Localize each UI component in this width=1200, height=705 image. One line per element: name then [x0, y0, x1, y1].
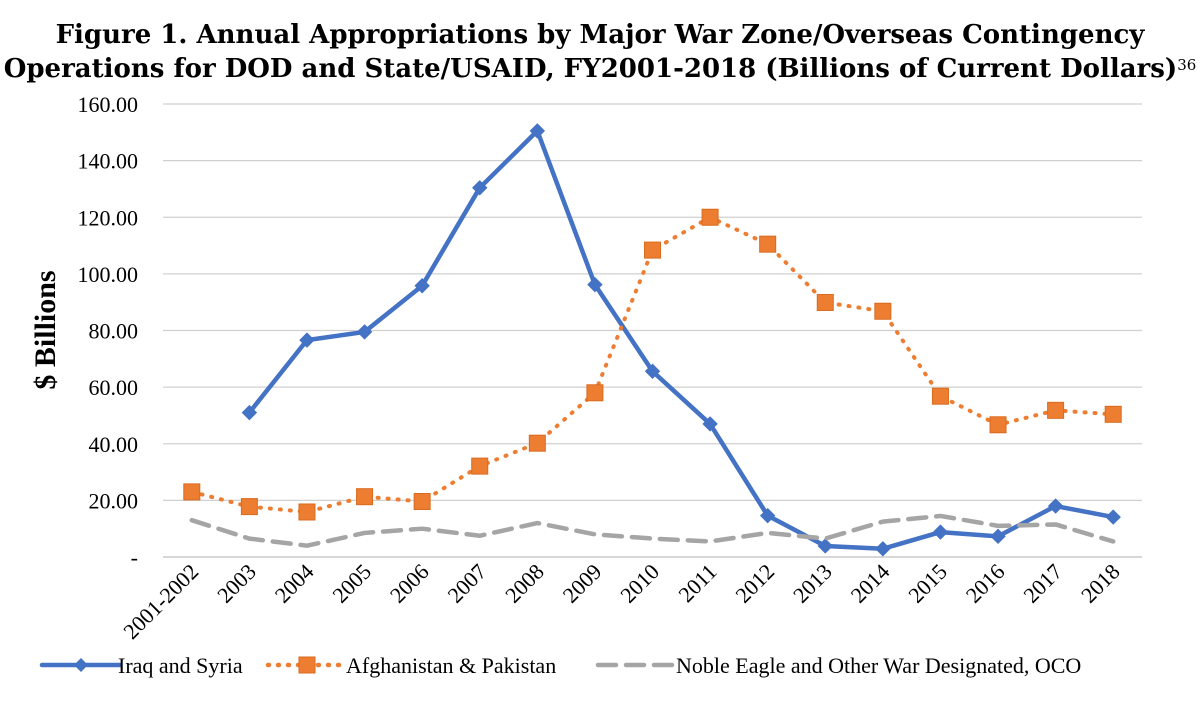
data-point-marker: [1047, 401, 1065, 419]
chart-title: Figure 1. Annual Appropriations by Major…: [0, 18, 1200, 86]
data-point-marker: [240, 498, 258, 516]
y-tick-label: 160.00: [78, 92, 139, 117]
x-axis-ticks: 2001-2002 2003 2004 2005 2006 2007 2008 2009 201…: [118, 559, 1124, 644]
data-point-marker: [702, 416, 718, 432]
y-tick-label: 120.00: [78, 205, 139, 230]
x-tick-label: 2005: [327, 559, 376, 608]
series-1: [183, 208, 1122, 521]
data-point-marker: [816, 293, 834, 311]
legend-marker: [74, 658, 88, 672]
data-point-marker: [587, 276, 603, 293]
data-point-marker: [701, 208, 719, 226]
data-point-marker: [586, 384, 604, 402]
data-point-marker: [414, 278, 430, 294]
data-point-marker: [472, 180, 488, 196]
data-point-marker: [298, 503, 316, 521]
data-point-marker: [299, 332, 315, 348]
x-tick-label: 2007: [442, 559, 491, 608]
x-tick-label: 2017: [1018, 559, 1067, 608]
data-point-marker: [1105, 509, 1121, 525]
title-footnote: 36: [1177, 56, 1197, 74]
legend-item-1: Afghanistan & Pakistan: [265, 653, 556, 678]
x-tick-label: 2006: [385, 559, 434, 608]
x-tick-label: 2010: [615, 559, 664, 608]
legend: Iraq and Syria Afghanistan & Pakistan Nobl…: [39, 653, 1081, 678]
legend-label: Noble Eagle and Other War Designated, OC…: [676, 653, 1081, 678]
data-point-marker: [644, 363, 661, 379]
x-tick-label: 2003: [212, 559, 261, 608]
y-axis-label: $ Billions: [29, 270, 62, 389]
data-point-marker: [1047, 498, 1064, 514]
data-point-marker: [817, 538, 833, 554]
data-point-marker: [528, 434, 546, 452]
y-tick-label: 80.00: [89, 319, 139, 344]
data-point-marker: [874, 302, 892, 320]
title-line-1: Figure 1. Annual Appropriations by Major…: [55, 20, 1145, 50]
data-point-marker: [356, 324, 373, 340]
x-tick-label: 2008: [500, 559, 549, 608]
x-tick-label: 2012: [730, 559, 779, 608]
legend-item-0: Iraq and Syria: [39, 653, 243, 678]
data-point-marker: [875, 541, 891, 557]
series-2: [189, 513, 1116, 548]
data-point-marker: [471, 457, 489, 475]
y-tick-label: 140.00: [78, 149, 139, 174]
x-tick-label: 2001-2002: [118, 559, 203, 644]
x-tick-label: 2018: [1076, 559, 1125, 608]
series-line: [189, 513, 1116, 548]
legend-label: Afghanistan & Pakistan: [346, 653, 556, 678]
legend-label: Iraq and Syria: [118, 653, 243, 678]
data-point-marker: [990, 528, 1006, 545]
y-tick-label: 20.00: [89, 488, 139, 513]
series-lines: [183, 123, 1122, 557]
x-tick-label: 2013: [788, 559, 837, 608]
data-point-marker: [529, 123, 546, 139]
title-line-2: Operations for DOD and State/USAID, FY20…: [3, 54, 1178, 84]
x-tick-label: 2015: [903, 559, 952, 608]
data-point-marker: [413, 493, 431, 511]
x-tick-label: 2014: [846, 559, 895, 608]
data-point-marker: [759, 507, 776, 524]
y-tick-label: 100.00: [78, 262, 139, 287]
series-line: [189, 215, 1116, 514]
data-point-marker: [644, 241, 661, 259]
gridlines: [163, 103, 1142, 558]
data-point-marker: [356, 488, 374, 506]
series-0: [241, 123, 1121, 557]
data-point-marker: [759, 235, 777, 253]
x-tick-label: 2004: [270, 559, 319, 608]
y-tick-label: 40.00: [89, 432, 139, 457]
legend-marker: [298, 656, 316, 674]
x-tick-label: 2016: [961, 559, 1010, 608]
data-point-marker: [241, 404, 258, 421]
y-axis-ticks: - 20.00 40.00 60.00 80.00 100.00 120.00 140.00 1…: [78, 92, 139, 570]
legend-item-2: Noble Eagle and Other War Designated, OC…: [595, 653, 1081, 678]
x-tick-label: 2011: [673, 559, 721, 607]
series-line: [247, 128, 1116, 552]
data-point-marker: [989, 416, 1007, 434]
data-point-marker: [931, 387, 949, 405]
y-tick-label: -: [131, 545, 138, 570]
x-tick-label: 2009: [558, 559, 607, 608]
data-point-marker: [932, 524, 949, 540]
data-point-marker: [183, 483, 201, 501]
y-tick-label: 60.00: [89, 375, 139, 400]
data-point-marker: [1104, 405, 1122, 423]
